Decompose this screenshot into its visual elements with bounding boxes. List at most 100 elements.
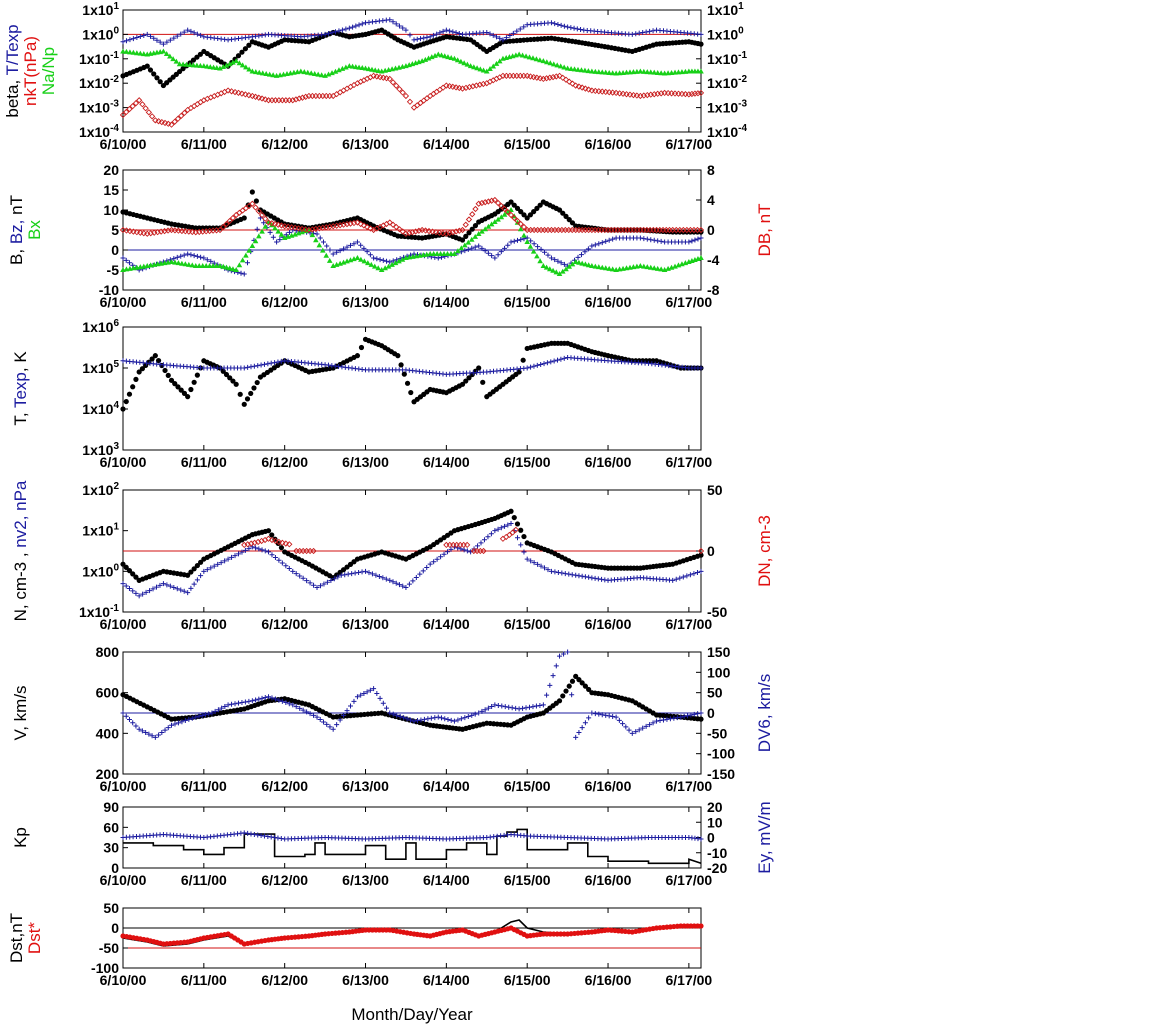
data-point	[643, 723, 649, 729]
y-tick-label: 1x101	[82, 1, 119, 18]
data-point	[185, 27, 191, 33]
data-point	[595, 69, 602, 75]
data-point	[585, 86, 592, 93]
data-point	[278, 231, 285, 237]
data-point	[311, 582, 317, 588]
data-point	[404, 716, 410, 722]
data-point	[438, 52, 445, 58]
data-point	[689, 238, 695, 244]
data-point	[483, 68, 490, 74]
data-point	[154, 75, 160, 81]
data-point	[553, 73, 560, 80]
y2-tick-label: -150	[707, 766, 735, 782]
data-point	[404, 380, 411, 386]
data-point	[384, 705, 390, 711]
x-tick-label: 6/10/00	[100, 294, 147, 310]
y2-tick-label: -20	[707, 860, 727, 876]
series-dst-	[120, 923, 704, 947]
data-point	[126, 227, 134, 235]
data-point	[224, 87, 232, 94]
data-point	[239, 62, 246, 68]
data-point	[252, 93, 259, 100]
data-point	[545, 567, 551, 573]
data-point	[599, 69, 606, 75]
data-point	[698, 235, 704, 241]
data-point	[432, 715, 438, 721]
data-point	[575, 66, 581, 72]
data-point	[502, 523, 508, 529]
data-point	[541, 361, 547, 367]
data-point	[301, 69, 308, 75]
data-point	[441, 53, 448, 59]
data-point	[453, 30, 459, 36]
data-point	[175, 384, 181, 390]
data-point	[269, 552, 275, 558]
data-point	[181, 252, 187, 258]
data-point	[487, 66, 493, 72]
data-point	[130, 49, 137, 55]
data-point	[609, 70, 616, 76]
data-point	[452, 228, 460, 235]
data-point	[194, 62, 200, 68]
data-point	[147, 33, 153, 39]
data-point	[613, 714, 619, 720]
y2-tick-label: 100	[707, 664, 731, 680]
data-point	[383, 576, 389, 582]
data-point	[518, 209, 524, 215]
x-tick-label: 6/13/00	[342, 778, 389, 794]
data-point	[239, 549, 245, 555]
data-point	[206, 711, 212, 717]
data-point	[516, 51, 522, 57]
data-point	[278, 545, 285, 551]
data-point	[698, 552, 704, 558]
data-point	[320, 239, 326, 245]
y-tick-label: 1x100	[82, 562, 119, 579]
data-point	[654, 69, 661, 75]
y-tick-label: 1x10-1	[79, 50, 119, 67]
data-point	[298, 225, 306, 233]
data-point	[334, 722, 340, 728]
data-point	[153, 584, 159, 590]
data-point	[242, 547, 248, 553]
data-point	[698, 923, 704, 929]
data-point	[521, 212, 527, 218]
data-point	[698, 68, 704, 74]
data-point	[563, 266, 569, 272]
data-point	[456, 227, 463, 234]
data-point	[495, 252, 501, 258]
data-point	[674, 715, 680, 721]
data-point	[647, 28, 653, 34]
data-point	[595, 576, 601, 582]
data-point	[209, 710, 215, 716]
data-point	[582, 261, 589, 267]
data-point	[375, 265, 382, 271]
data-point	[181, 29, 187, 35]
data-point	[324, 243, 330, 249]
data-point	[633, 31, 639, 37]
data-point	[253, 69, 259, 75]
data-point	[233, 267, 239, 272]
x-tick-label: 6/16/00	[585, 454, 632, 470]
data-point	[123, 108, 130, 116]
data-point	[126, 260, 132, 266]
data-point	[475, 200, 482, 207]
data-point	[165, 725, 171, 731]
data-point	[285, 223, 292, 230]
data-point	[688, 90, 696, 98]
data-point	[228, 88, 235, 95]
data-point	[322, 31, 328, 37]
data-point	[168, 377, 175, 383]
data-point	[309, 232, 316, 238]
data-point	[272, 360, 278, 366]
data-point	[556, 72, 563, 79]
data-point	[531, 363, 537, 369]
data-point	[144, 63, 150, 69]
y-tick-label: 50	[103, 900, 119, 916]
y2-axis-label: DB, nT	[755, 204, 774, 257]
data-point	[399, 228, 406, 235]
data-point	[694, 569, 700, 575]
data-point	[464, 61, 471, 67]
data-point	[186, 261, 192, 267]
data-point	[165, 372, 171, 379]
y2-tick-label: -50	[707, 604, 727, 620]
